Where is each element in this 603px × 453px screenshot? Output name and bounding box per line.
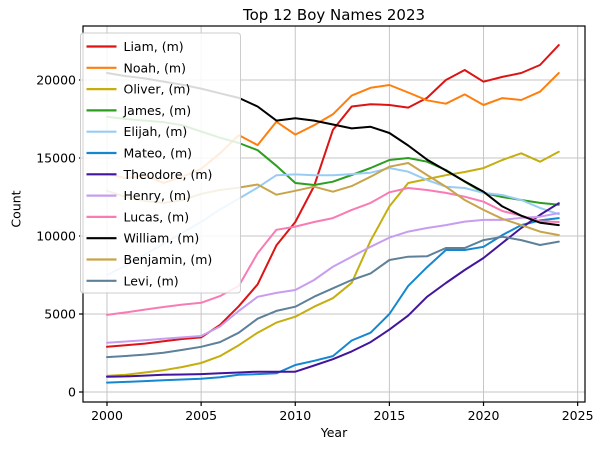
legend-label-oliver: Oliver, (m)	[124, 82, 191, 97]
y-tick-label: 10000	[36, 229, 76, 244]
x-tick-label: 2025	[562, 408, 594, 423]
x-tick-label: 2020	[468, 408, 500, 423]
series-line-theodore	[106, 202, 560, 378]
x-tick-label: 2010	[279, 408, 311, 423]
chart-title: Top 12 Boy Names 2023	[242, 6, 426, 24]
legend-label-mateo: Mateo, (m)	[124, 146, 193, 161]
series-line-oliver	[106, 150, 560, 377]
legend-label-liam: Liam, (m)	[124, 39, 184, 54]
y-tick-label: 0	[68, 385, 76, 400]
legend-label-noah: Noah, (m)	[124, 60, 186, 75]
x-tick-label: 2005	[185, 408, 217, 423]
x-axis-label: Year	[320, 425, 348, 440]
y-axis-label: Count	[8, 190, 24, 228]
legend-label-elijah: Elijah, (m)	[124, 124, 188, 139]
legend-label-james: James, (m)	[123, 103, 192, 118]
series-line-henry	[106, 212, 560, 344]
y-tick-label: 20000	[36, 73, 76, 88]
series-line-lucas	[106, 187, 560, 316]
y-tick-label: 5000	[44, 307, 76, 322]
series-line-mateo	[106, 217, 560, 384]
x-tick-label: 2015	[373, 408, 405, 423]
legend-label-lucas: Lucas, (m)	[124, 209, 190, 224]
series-line-levi	[106, 235, 560, 359]
legend-label-william: William, (m)	[124, 231, 200, 246]
legend-label-levi: Levi, (m)	[124, 273, 179, 288]
y-tick-label: 15000	[36, 151, 76, 166]
legend-label-henry: Henry, (m)	[124, 188, 191, 203]
legend-label-theodore: Theodore, (m)	[123, 167, 213, 182]
legend-box	[80, 32, 241, 294]
series-line-liam	[106, 44, 560, 348]
legend-label-benjamin: Benjamin, (m)	[124, 252, 213, 267]
x-tick-label: 2000	[91, 408, 123, 423]
